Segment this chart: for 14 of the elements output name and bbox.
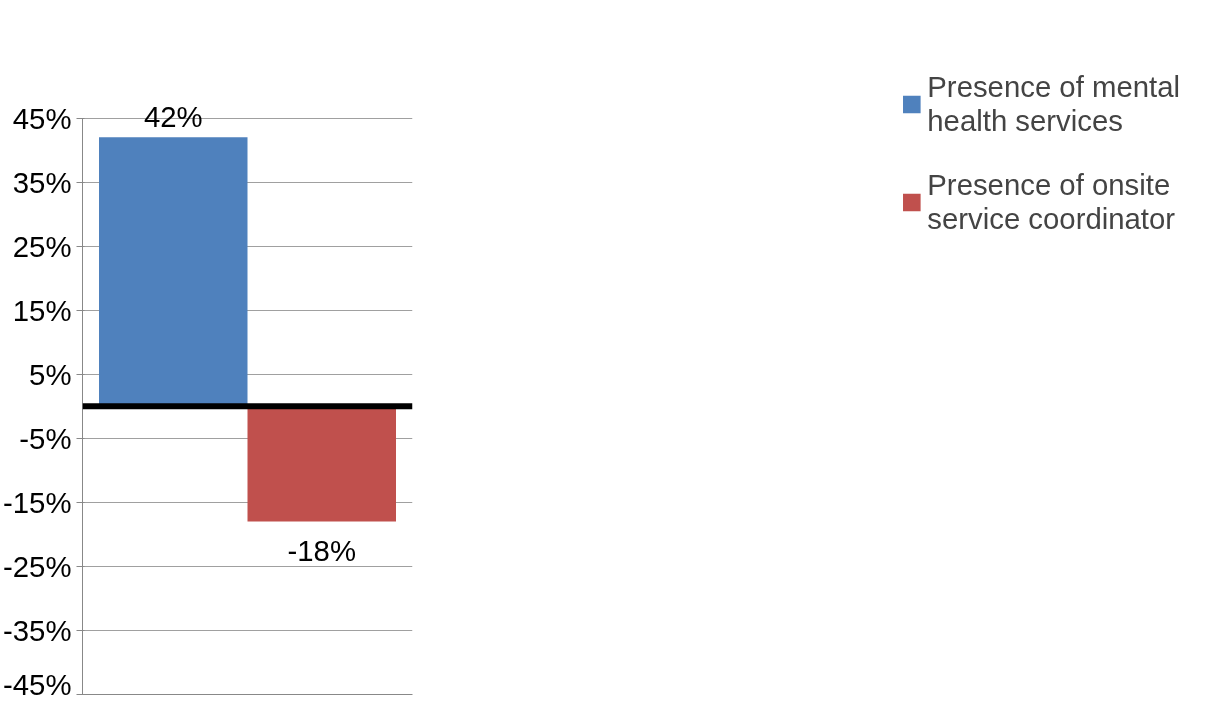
y-tick-label: -45% [3,667,72,701]
y-tick-label: 25% [12,229,72,263]
y-tick-label: -5% [19,421,72,455]
y-tick-label: 35% [12,165,72,199]
legend-label: Presence of mental health services [927,70,1180,138]
y-tick-label: -25% [3,549,72,583]
data-label: -18% [287,533,356,567]
y-tick-label: 15% [12,293,72,327]
y-tick-label: 5% [29,357,72,391]
y-tick-label: 45% [12,101,72,135]
y-tick-label: -15% [3,485,72,519]
legend-label: Presence of onsite service coordinator [927,168,1176,236]
data-label: 42% [143,100,203,134]
y-tick-label: -35% [3,613,72,647]
